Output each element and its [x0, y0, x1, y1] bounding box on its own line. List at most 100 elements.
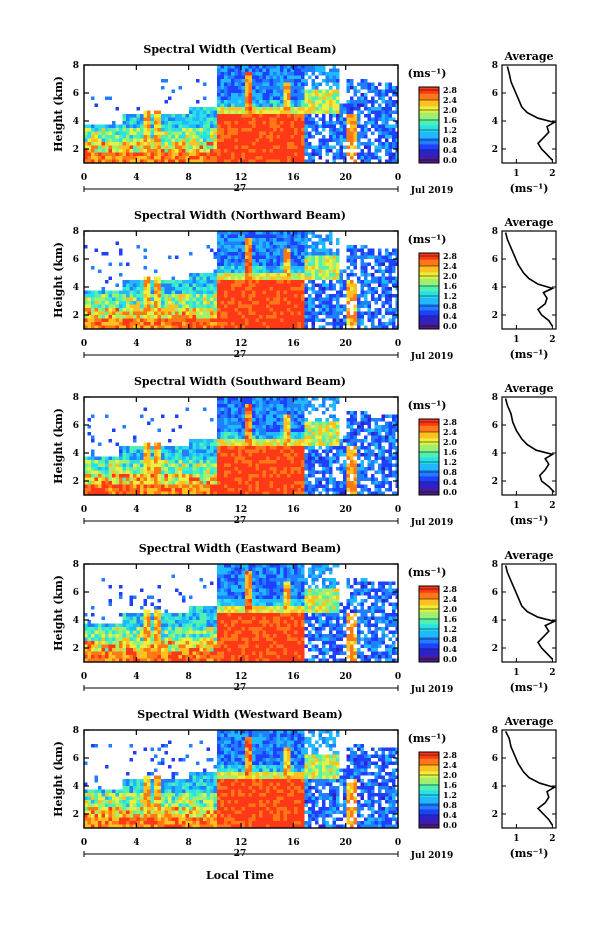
heatmap-cell	[234, 72, 238, 76]
heatmap-cell	[171, 117, 175, 121]
heatmap-cell	[157, 131, 161, 135]
heatmap-cell	[290, 273, 294, 277]
heatmap-cell	[248, 121, 252, 125]
heatmap-cell	[241, 117, 245, 121]
heatmap-cell	[304, 404, 308, 408]
heatmap-cell	[308, 68, 312, 72]
heatmap-cell	[308, 470, 312, 474]
heatmap-cell	[150, 156, 154, 160]
heatmap-cell	[224, 117, 228, 121]
heatmap-cell	[192, 152, 196, 156]
heatmap-cell	[203, 121, 207, 125]
heatmap-cell	[101, 311, 105, 315]
heatmap-cell	[248, 103, 252, 107]
heatmap-cell	[210, 110, 214, 114]
heatmap-cell	[157, 301, 161, 305]
heatmap-cell	[241, 470, 245, 474]
heatmap-cell	[217, 456, 221, 460]
heatmap-cell	[283, 231, 287, 235]
heatmap-cell	[196, 453, 200, 457]
heatmap-cell	[126, 311, 130, 315]
heatmap-cell	[318, 68, 322, 72]
heatmap-cell	[332, 287, 336, 291]
heatmap-cell	[308, 238, 312, 242]
heatmap-cell	[126, 131, 130, 135]
heatmap-cell	[238, 418, 242, 422]
heatmap-cell	[318, 96, 322, 100]
heatmap-cell	[385, 294, 389, 298]
heatmap-cell	[147, 159, 151, 163]
heatmap-cell	[255, 474, 259, 478]
heatmap-cell	[245, 432, 249, 436]
heatmap-cell	[98, 159, 102, 163]
heatmap-cell	[101, 142, 105, 146]
heatmap-cell	[245, 407, 249, 411]
heatmap-cell	[304, 467, 308, 471]
heatmap-cell	[269, 149, 273, 153]
heatmap-cell	[234, 397, 238, 401]
heatmap-cell	[350, 121, 354, 125]
heatmap-cell	[101, 124, 105, 128]
heatmap-cell	[280, 252, 284, 256]
heatmap-cell	[161, 121, 165, 125]
heatmap-cell	[329, 255, 333, 259]
heatmap-cell	[294, 428, 298, 432]
heatmap-cell	[259, 425, 263, 429]
heatmap-cell	[220, 491, 224, 495]
heatmap-cell	[143, 297, 147, 301]
heatmap-cell	[87, 460, 91, 464]
heatmap-cell	[255, 435, 259, 439]
heatmap-cell	[381, 287, 385, 291]
heatmap-cell	[189, 477, 193, 481]
heatmap-cell	[364, 301, 368, 305]
heatmap-cell	[196, 442, 200, 446]
heatmap-cell	[301, 124, 305, 128]
heatmap-cell	[154, 325, 158, 329]
heatmap-cell	[87, 138, 91, 142]
heatmap-cell	[213, 460, 217, 464]
heatmap-cell	[122, 467, 126, 471]
heatmap-cell	[147, 442, 151, 446]
heatmap-cell	[283, 432, 287, 436]
heatmap-cell	[346, 114, 350, 118]
heatmap-cell	[238, 117, 242, 121]
heatmap-cell	[150, 474, 154, 478]
heatmap-cell	[252, 248, 256, 252]
heatmap-cell	[196, 474, 200, 478]
heatmap-cell	[245, 280, 249, 284]
heatmap-cell	[217, 138, 221, 142]
heatmap-cell	[280, 241, 284, 245]
heatmap-cell	[301, 301, 305, 305]
heatmap-cell	[301, 400, 305, 404]
heatmap-cell	[220, 301, 224, 305]
heatmap-cell	[266, 411, 270, 415]
heatmap-cell	[108, 135, 112, 139]
heatmap-cell	[266, 442, 270, 446]
heatmap-cell	[248, 110, 252, 114]
heatmap-cell	[161, 463, 165, 467]
heatmap-cell	[329, 259, 333, 263]
average-profile-line	[504, 232, 555, 327]
heatmap-cell	[297, 297, 301, 301]
heatmap-cell	[224, 79, 228, 83]
heatmap-cell	[318, 145, 322, 149]
heatmap-cell	[126, 283, 130, 287]
heatmap-cell	[101, 477, 105, 481]
heatmap-cell	[353, 245, 357, 249]
heatmap-cell	[182, 159, 186, 163]
heatmap-cell	[185, 470, 189, 474]
heatmap-cell	[168, 131, 172, 135]
heatmap-cell	[315, 311, 319, 315]
heatmap-cell	[140, 449, 144, 453]
heatmap-cell	[185, 301, 189, 305]
heatmap-cell	[276, 421, 280, 425]
heatmap-cell	[206, 301, 210, 305]
heatmap-cell	[308, 474, 312, 478]
heatmap-cell	[280, 75, 284, 79]
heatmap-cell	[115, 481, 119, 485]
heatmap-cell	[283, 400, 287, 404]
heatmap-cell	[255, 453, 259, 457]
heatmap-cell	[287, 491, 291, 495]
heatmap-cell	[297, 407, 301, 411]
heatmap-cell	[220, 308, 224, 312]
